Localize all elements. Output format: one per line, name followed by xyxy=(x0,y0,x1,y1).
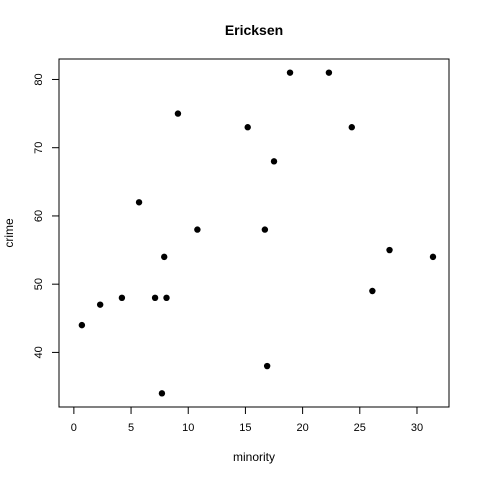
data-point xyxy=(270,158,278,165)
data-point xyxy=(369,287,376,295)
x-axis-label: minority xyxy=(233,450,275,464)
data-point xyxy=(161,253,168,261)
y-tick-label: 70 xyxy=(33,142,45,154)
y-axis: 40 50 60 70 80 xyxy=(33,73,60,359)
x-tick-label: 10 xyxy=(182,422,194,434)
x-tick-label: 25 xyxy=(354,422,366,434)
x-tick-label: 0 xyxy=(71,422,77,434)
chart-title: Ericksen xyxy=(225,22,283,38)
x-tick-label: 30 xyxy=(411,422,423,434)
data-point xyxy=(135,199,143,206)
data-point xyxy=(263,362,271,370)
data-points xyxy=(78,69,437,397)
y-tick-label: 60 xyxy=(33,210,45,222)
x-axis: 0 5 10 15 20 25 30 xyxy=(71,406,423,434)
data-point xyxy=(96,301,104,308)
y-tick-label: 80 xyxy=(33,73,45,85)
data-point xyxy=(151,294,159,302)
y-tick-label: 40 xyxy=(33,346,45,358)
data-point xyxy=(158,390,166,397)
x-tick-label: 15 xyxy=(239,422,251,434)
data-point xyxy=(429,253,437,261)
data-point xyxy=(386,246,393,254)
data-point xyxy=(286,69,294,76)
data-point xyxy=(78,321,86,329)
x-tick-label: 20 xyxy=(296,422,308,434)
data-point xyxy=(174,110,182,117)
data-point xyxy=(261,226,269,233)
data-point xyxy=(118,294,126,302)
y-axis-label: crime xyxy=(2,218,16,248)
y-tick-label: 50 xyxy=(33,278,45,290)
data-point xyxy=(348,124,355,131)
data-point xyxy=(244,124,251,131)
data-point xyxy=(325,69,333,76)
x-tick-label: 5 xyxy=(128,422,134,434)
data-point xyxy=(194,226,201,233)
data-point xyxy=(163,294,170,302)
